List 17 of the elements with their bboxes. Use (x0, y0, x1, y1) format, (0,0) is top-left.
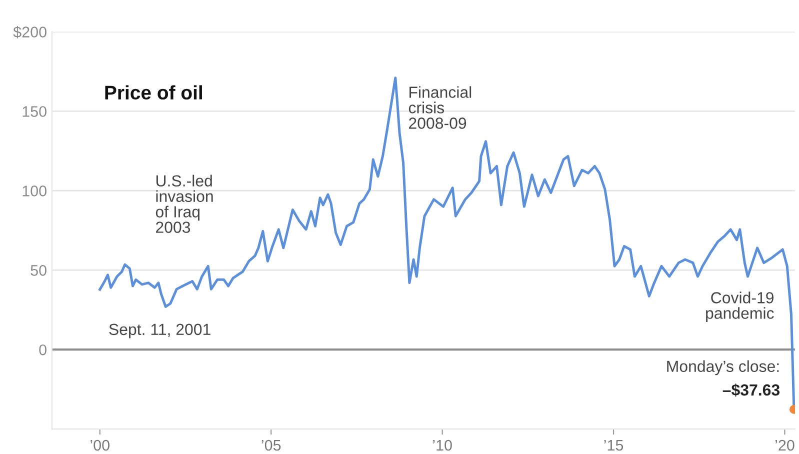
annotation: –$37.63 (722, 384, 780, 397)
annotation: Covid-19 pandemic (706, 292, 774, 322)
x-tick-label: ’10 (433, 440, 452, 451)
y-tick-label: 150 (22, 106, 46, 117)
x-tick-label: ’00 (90, 440, 110, 451)
annotation: Monday’s close: (667, 360, 779, 376)
annotation: Financial crisis 2008-09 (408, 86, 472, 129)
x-tick-label: ’05 (262, 440, 281, 451)
y-tick-label: 0 (39, 344, 46, 356)
x-tick-label: ’20 (775, 440, 794, 451)
text: Price of oil (105, 85, 202, 100)
annotation: U.S.-led invasion of Iraq 2003 (156, 174, 213, 233)
y-tick-label: 100 (22, 186, 46, 196)
annotation: Sept. 11, 2001 (109, 324, 210, 338)
y-tick-label: 50 (30, 265, 46, 276)
y-tick-label: $200 (13, 26, 46, 38)
x-tick-label: ’15 (604, 440, 624, 451)
